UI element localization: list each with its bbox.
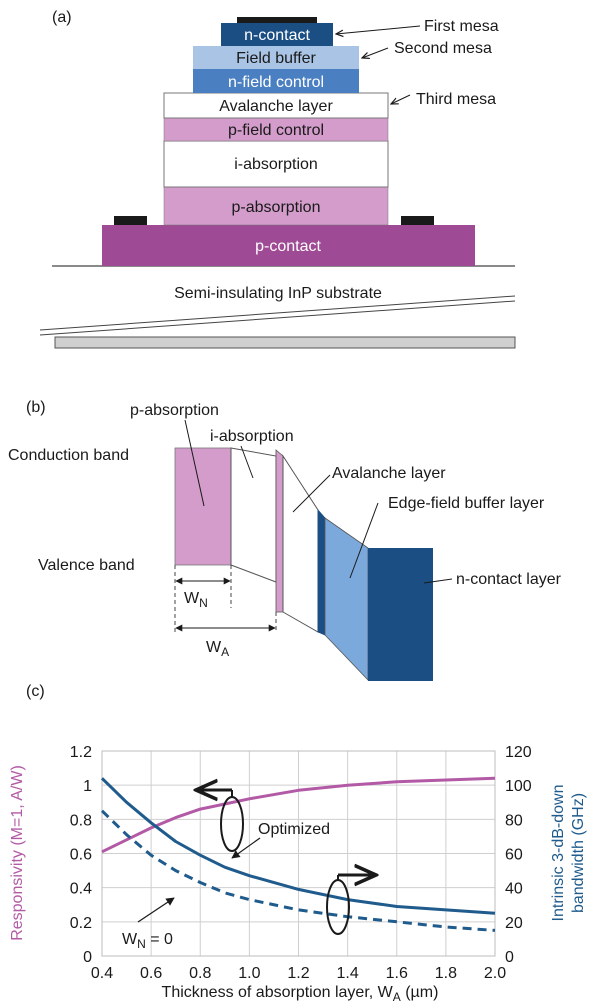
edge-field-callout-line — [349, 502, 379, 579]
x-tick-label: 2.0 — [484, 965, 506, 982]
right-axis-indicator — [326, 875, 376, 935]
layer-p-absorption-label: p-absorption — [232, 199, 321, 216]
layer-n-contact — [221, 23, 333, 46]
y-left-tick-label: 0 — [83, 949, 92, 966]
p-metal-contact-right — [401, 216, 434, 225]
wn-zero-annotation: WN = 0 — [122, 931, 173, 951]
bandwidth-optimized-line — [100, 777, 496, 915]
band-p-field-control — [275, 449, 284, 613]
wn-label: WN — [184, 590, 208, 610]
first-mesa-arrow — [336, 25, 421, 34]
conduction-band-label: Conduction band — [8, 447, 129, 464]
substrate-bottom — [54, 336, 516, 349]
edge-field-callout-label: Edge-field buffer layer — [388, 495, 545, 512]
substrate-break-line-1 — [39, 295, 516, 331]
third-mesa-arrow — [391, 94, 411, 104]
x-tick-label: 1.8 — [435, 965, 457, 982]
optimized-annotation: Optimized — [258, 821, 330, 838]
wn-zero-pointer — [137, 897, 175, 923]
i-absorption-callout-label: i-absorption — [210, 428, 294, 445]
wa-label: WA — [206, 639, 229, 659]
second-mesa-arrow — [362, 47, 389, 58]
p-metal-contact-left — [114, 216, 147, 225]
y-left-tick-label: 0.6 — [70, 847, 92, 864]
p-absorption-callout-label: p-absorption — [130, 402, 219, 419]
third-mesa-label: Third mesa — [416, 91, 496, 108]
band-n-field-control — [317, 508, 326, 636]
panel-c-label: (c) — [26, 683, 45, 700]
y-left-tick-label: 0.8 — [70, 812, 92, 829]
layer-p-field-control-label: p-field control — [228, 122, 324, 139]
x-tick-label: 0.8 — [189, 965, 211, 982]
x-tick-label: 0.6 — [140, 965, 162, 982]
layer-n-field-control — [193, 69, 359, 93]
y-right-tick-label: 100 — [505, 778, 532, 795]
optimized-pointer — [231, 837, 261, 859]
y-left-tick-label: 1 — [83, 778, 92, 795]
layer-i-absorption — [163, 140, 389, 188]
valence-band-label: Valence band — [38, 557, 135, 574]
x-axis-label: Thickness of absorption layer, WA (µm) — [162, 984, 439, 1004]
chart-ticks: 0.4 0.6 0.8 1.0 1.2 1.4 1.6 1.8 2.000.20.40.60.8… — [70, 744, 532, 982]
x-tick-label: 0.4 — [91, 965, 113, 982]
substrate-label: Semi-insulating InP substrate — [174, 285, 382, 302]
bandwidth-wn0-line — [100, 809, 496, 932]
panel-b: (b) Conduction band Valence band p-absor… — [8, 399, 562, 681]
band-p-absorption — [174, 447, 232, 566]
x-tick-label: 1.0 — [238, 965, 260, 982]
substrate-break-line-2 — [39, 300, 516, 336]
n-contact-callout-label: n-contact layer — [456, 571, 562, 588]
panel-b-label: (b) — [26, 399, 46, 416]
band-i-absorption — [230, 447, 277, 583]
y-axis-right-label-line1: Intrinsic 3-dB-down — [550, 785, 567, 922]
x-tick-label: 1.6 — [386, 965, 408, 982]
layer-avalanche-label: Avalanche layer — [219, 98, 333, 115]
layer-field-buffer-label: Field buffer — [236, 50, 316, 67]
n-metal-contact — [237, 17, 317, 23]
layer-n-field-control-label: n-field control — [228, 74, 324, 91]
layer-field-buffer — [193, 46, 359, 69]
band-edge-field-buffer — [324, 517, 369, 681]
y-right-tick-label: 20 — [505, 915, 523, 932]
plot-frame — [101, 750, 496, 957]
y-right-tick-label: 80 — [505, 812, 523, 829]
y-left-tick-label: 0.2 — [70, 915, 92, 932]
y-right-tick-label: 120 — [505, 744, 532, 761]
avalanche-callout-label: Avalanche layer — [332, 465, 446, 482]
p-absorption-callout-line — [184, 419, 205, 507]
y-left-tick-label: 1.2 — [70, 744, 92, 761]
y-axis-right-label-line2: bandwidth (GHz) — [570, 793, 587, 913]
layer-avalanche — [163, 92, 389, 119]
layer-p-contact-label: p-contact — [255, 238, 321, 255]
band-avalanche — [282, 454, 319, 633]
y-axis-left-label: Responsivity (M=1, A/W) — [9, 765, 26, 941]
panel-c: (c) 0.4 0.6 0.8 1.0 1.2 1.4 1.6 1.8 2.000.20.40.… — [9, 683, 587, 1004]
avalanche-callout-line — [292, 474, 331, 513]
second-mesa-label: Second mesa — [394, 40, 492, 57]
y-right-tick-label: 60 — [505, 847, 523, 864]
i-absorption-callout-line — [240, 445, 254, 479]
layer-n-contact-label: n-contact — [244, 27, 310, 44]
y-left-tick-label: 0.4 — [70, 881, 92, 898]
left-indicator-loop — [220, 796, 244, 852]
panel-a-label: (a) — [52, 9, 72, 26]
layer-i-absorption-label: i-absorption — [234, 156, 318, 173]
x-tick-label: 1.4 — [337, 965, 359, 982]
y-right-tick-label: 40 — [505, 881, 523, 898]
layer-p-contact — [102, 225, 475, 266]
layer-p-absorption — [163, 186, 389, 226]
x-tick-label: 1.2 — [287, 965, 309, 982]
band-n-contact — [368, 548, 433, 681]
panel-a: (a) Semi-insulating InP substrate p-cont… — [39, 9, 516, 349]
y-right-tick-label: 0 — [505, 949, 514, 966]
left-axis-indicator — [196, 790, 244, 852]
n-contact-callout-line — [423, 578, 453, 584]
first-mesa-label: First mesa — [424, 18, 499, 35]
